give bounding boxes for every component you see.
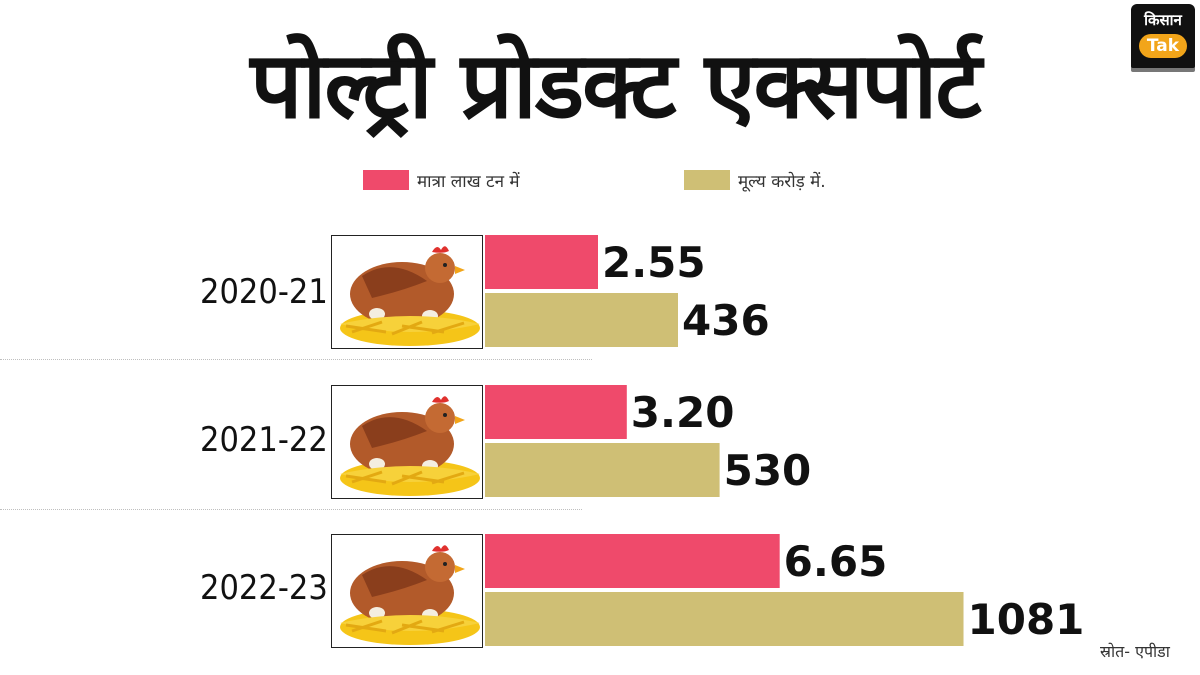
legend-label-quantity: मात्रा लाख टन में: [417, 171, 520, 192]
category-label-2021-22: 2021-22: [200, 420, 328, 460]
row-divider: [0, 509, 582, 510]
legend-item-quantity: मात्रा लाख टन में: [363, 168, 520, 192]
bar-value-2021-22: [485, 443, 720, 497]
bar-quantity-2020-21: [485, 235, 598, 289]
kisan-tak-logo: किसान Tak: [1131, 4, 1195, 68]
hen-on-nest-icon: [331, 385, 483, 499]
category-label-2022-23: 2022-23: [200, 568, 328, 608]
data-label-quantity-2020-21: 2.55: [602, 238, 706, 287]
hen-on-nest-icon: [331, 534, 483, 648]
logo-text-bottom: Tak: [1139, 34, 1187, 58]
bar-value-2022-23: [485, 592, 964, 646]
legend-swatch-value: [684, 170, 730, 190]
logo-text-top: किसान: [1144, 11, 1182, 29]
bar-quantity-2022-23: [485, 534, 780, 588]
source-note: स्रोत- एपीडा: [1100, 642, 1170, 661]
legend-label-value: मूल्य करोड़ में.: [738, 171, 826, 192]
data-label-value-2020-21: 436: [682, 296, 770, 345]
category-label-2020-21: 2020-21: [200, 272, 328, 312]
legend-swatch-quantity: [363, 170, 409, 190]
data-label-value-2021-22: 530: [724, 446, 812, 495]
legend-item-value: मूल्य करोड़ में.: [684, 168, 826, 192]
data-label-quantity-2021-22: 3.20: [631, 388, 735, 437]
data-label-value-2022-23: 1081: [968, 595, 1085, 644]
data-label-quantity-2022-23: 6.65: [784, 537, 888, 586]
row-divider: [0, 359, 592, 360]
chart-title: पोल्ट्री प्रोडक्ट एक्सपोर्ट: [250, 32, 981, 139]
hen-on-nest-icon: [331, 235, 483, 349]
bar-quantity-2021-22: [485, 385, 627, 439]
bar-value-2020-21: [485, 293, 678, 347]
